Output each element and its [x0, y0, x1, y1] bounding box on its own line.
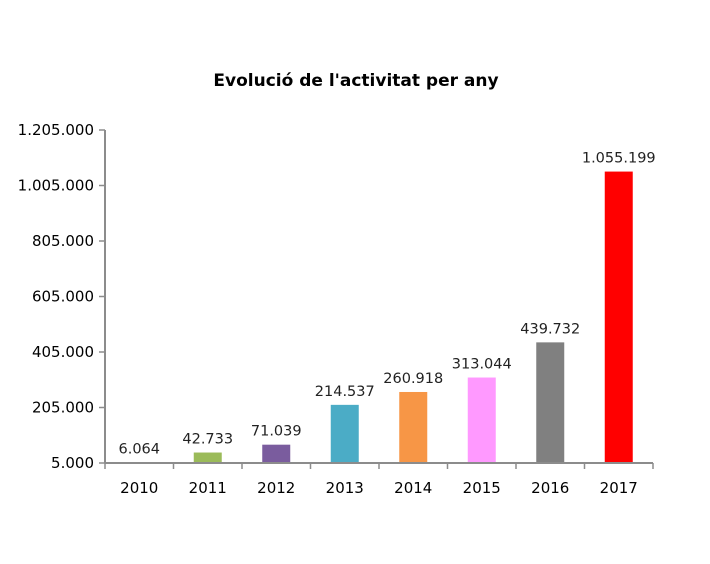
bar: [193, 452, 222, 462]
y-tick-label: 605.000: [32, 288, 94, 306]
x-tick-label: 2012: [257, 479, 295, 497]
data-label: 1.055.199: [582, 151, 656, 167]
y-tick-label: 1.205.000: [18, 121, 94, 139]
data-labels: 6.064 42.733 71.039 214.537 260.918 313.044 43…: [118, 151, 655, 458]
data-label: 71.039: [251, 424, 302, 440]
data-label: 439.732: [520, 321, 580, 337]
bar: [536, 342, 565, 462]
data-label: 313.044: [452, 357, 512, 373]
y-tick-label: 805.000: [32, 232, 94, 250]
x-tick-label: 2014: [394, 479, 432, 497]
x-tick-label: 2015: [463, 479, 501, 497]
data-label: 260.918: [383, 371, 443, 387]
chart-title: Evolució de l'activitat per any: [213, 71, 498, 91]
x-tick-label: 2013: [326, 479, 364, 497]
bars: [193, 171, 633, 463]
bar: [330, 404, 359, 462]
bar: [604, 171, 633, 463]
bar: [467, 377, 496, 462]
y-tick-label: 205.000: [32, 399, 94, 417]
y-tick-label: 1.005.000: [18, 177, 94, 195]
x-tick-label: 2017: [600, 479, 638, 497]
x-tick-label: 2010: [120, 479, 158, 497]
data-label: 42.733: [182, 432, 233, 448]
bar: [399, 391, 428, 462]
x-axis: 2010 2011 2012 2013 2014 2015 2016 2017: [104, 462, 654, 497]
y-tick-label: 405.000: [32, 343, 94, 361]
data-label: 6.064: [118, 442, 160, 458]
bar: [262, 444, 291, 462]
x-tick-label: 2011: [189, 479, 227, 497]
y-axis: 5.000 205.000 405.000 605.000 805.000 1.005.0…: [18, 121, 106, 472]
x-tick-label: 2016: [531, 479, 569, 497]
y-tick-label: 5.000: [51, 454, 94, 472]
data-label: 214.537: [315, 384, 375, 400]
